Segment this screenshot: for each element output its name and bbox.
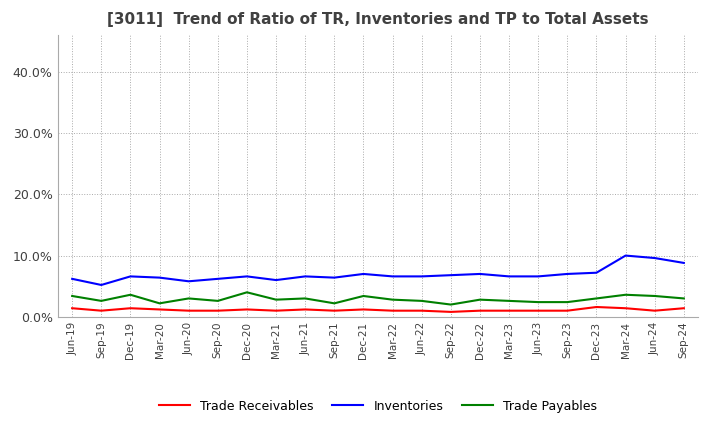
Trade Receivables bbox=[184, 308, 193, 313]
Inventories bbox=[505, 274, 513, 279]
Inventories bbox=[418, 274, 426, 279]
Inventories bbox=[213, 276, 222, 282]
Legend: Trade Receivables, Inventories, Trade Payables: Trade Receivables, Inventories, Trade Pa… bbox=[153, 395, 603, 418]
Inventories bbox=[388, 274, 397, 279]
Trade Receivables bbox=[505, 308, 513, 313]
Trade Receivables bbox=[359, 307, 368, 312]
Trade Payables bbox=[213, 298, 222, 304]
Inventories bbox=[68, 276, 76, 282]
Inventories bbox=[243, 274, 251, 279]
Trade Receivables bbox=[97, 308, 106, 313]
Inventories bbox=[126, 274, 135, 279]
Inventories bbox=[446, 272, 455, 278]
Trade Payables bbox=[534, 300, 543, 305]
Trade Payables bbox=[97, 298, 106, 304]
Trade Payables bbox=[418, 298, 426, 304]
Trade Receivables bbox=[213, 308, 222, 313]
Title: [3011]  Trend of Ratio of TR, Inventories and TP to Total Assets: [3011] Trend of Ratio of TR, Inventories… bbox=[107, 12, 649, 27]
Trade Receivables bbox=[650, 308, 659, 313]
Trade Receivables bbox=[388, 308, 397, 313]
Trade Payables bbox=[476, 297, 485, 302]
Trade Payables bbox=[359, 293, 368, 299]
Trade Receivables bbox=[68, 306, 76, 311]
Trade Payables bbox=[68, 293, 76, 299]
Trade Receivables bbox=[126, 306, 135, 311]
Inventories bbox=[621, 253, 630, 258]
Trade Payables bbox=[505, 298, 513, 304]
Inventories bbox=[330, 275, 338, 280]
Trade Payables bbox=[446, 302, 455, 307]
Trade Receivables bbox=[446, 309, 455, 315]
Trade Receivables bbox=[243, 307, 251, 312]
Trade Receivables bbox=[418, 308, 426, 313]
Trade Receivables bbox=[563, 308, 572, 313]
Inventories bbox=[534, 274, 543, 279]
Inventories bbox=[156, 275, 164, 280]
Trade Receivables bbox=[271, 308, 280, 313]
Inventories bbox=[271, 278, 280, 283]
Trade Payables bbox=[126, 292, 135, 297]
Trade Payables bbox=[330, 301, 338, 306]
Trade Receivables bbox=[330, 308, 338, 313]
Line: Trade Receivables: Trade Receivables bbox=[72, 307, 684, 312]
Trade Payables bbox=[156, 301, 164, 306]
Trade Payables bbox=[563, 300, 572, 305]
Trade Payables bbox=[243, 290, 251, 295]
Trade Payables bbox=[621, 292, 630, 297]
Trade Receivables bbox=[156, 307, 164, 312]
Trade Receivables bbox=[534, 308, 543, 313]
Trade Payables bbox=[680, 296, 688, 301]
Inventories bbox=[359, 271, 368, 277]
Inventories bbox=[476, 271, 485, 277]
Trade Receivables bbox=[592, 304, 600, 310]
Trade Receivables bbox=[680, 306, 688, 311]
Trade Payables bbox=[650, 293, 659, 299]
Trade Receivables bbox=[476, 308, 485, 313]
Trade Payables bbox=[592, 296, 600, 301]
Trade Payables bbox=[388, 297, 397, 302]
Trade Receivables bbox=[621, 306, 630, 311]
Inventories bbox=[592, 270, 600, 275]
Inventories bbox=[563, 271, 572, 277]
Trade Payables bbox=[184, 296, 193, 301]
Inventories bbox=[680, 260, 688, 266]
Line: Trade Payables: Trade Payables bbox=[72, 292, 684, 304]
Trade Receivables bbox=[301, 307, 310, 312]
Trade Payables bbox=[301, 296, 310, 301]
Inventories bbox=[184, 279, 193, 284]
Inventories bbox=[301, 274, 310, 279]
Inventories bbox=[650, 255, 659, 260]
Inventories bbox=[97, 282, 106, 288]
Trade Payables bbox=[271, 297, 280, 302]
Line: Inventories: Inventories bbox=[72, 256, 684, 285]
